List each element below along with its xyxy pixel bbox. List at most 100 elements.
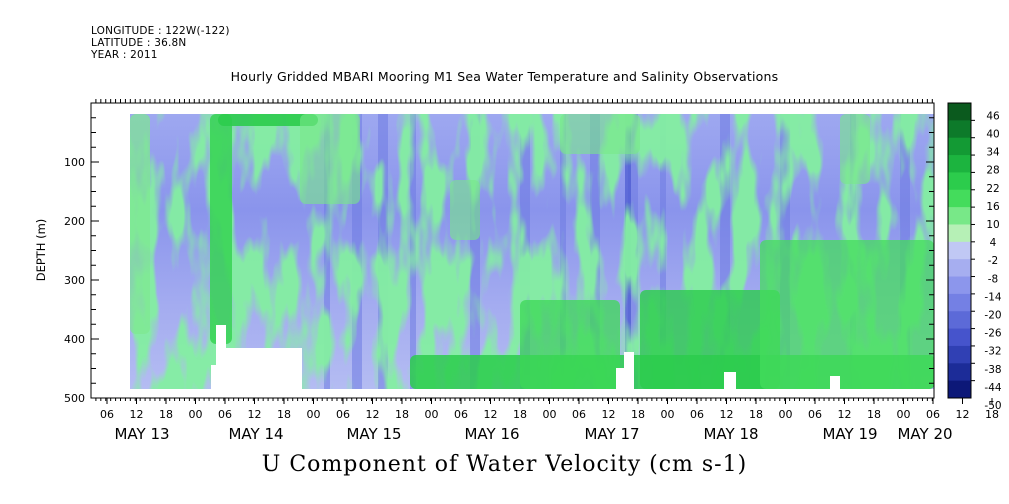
colorbar-label: -50 [984,400,1001,412]
colorbar-label: 22 [986,183,999,195]
heatmap-missing-data [216,325,226,389]
colorbar-swatch [948,189,971,208]
x-hour-tick-label: 18 [513,408,527,421]
colorbar-swatch [948,363,971,382]
x-hour-tick-label: 06 [926,408,940,421]
y-tick-label: 300 [64,274,85,287]
colorbar-swatch [948,155,971,173]
x-hour-tick-label: 06 [100,408,114,421]
x-hour-tick-label: 06 [218,408,232,421]
x-day-label: MAY 20 [897,425,952,443]
heatmap-missing-data [624,352,634,372]
x-hour-tick-label: 00 [897,408,911,421]
colorbar-label: 4 [990,237,997,249]
colorbar-swatch [948,241,971,260]
colorbar-label: -44 [984,382,1001,394]
y-tick-label: 200 [64,215,85,228]
colorbar-swatch [948,103,971,121]
x-hour-tick-label: 06 [336,408,350,421]
heatmap-cells [130,114,934,389]
colorbar-swatch [948,172,971,191]
y-axis-title: DEPTH (m) [34,219,48,282]
colorbar-swatch [948,380,971,399]
x-hour-tick-label: 12 [602,408,616,421]
y-tick-label: 100 [64,156,85,169]
x-day-label: MAY 16 [464,425,519,443]
x-hour-tick-label: 12 [248,408,262,421]
x-hour-tick-label: 00 [661,408,675,421]
x-hour-tick-label: 06 [808,408,822,421]
heatmap-missing-data [724,372,736,389]
colorbar-swatch [948,276,971,295]
colorbar-label: -26 [984,328,1001,340]
x-hour-tick-label: 06 [690,408,704,421]
colorbar-swatch [948,345,971,364]
axes: 06 12 18 00 06 12 18 00 06 12 18 00 06 12 18 00 06 12 18 00… [34,99,999,443]
x-hour-tick-label: 12 [366,408,380,421]
x-day-label: MAY 19 [822,425,877,443]
colorbar-label: -38 [984,364,1001,376]
heatmap-green-region [210,114,232,344]
x-day-label: MAY 13 [114,425,169,443]
heatmap-green-region [840,114,870,184]
colorbar-label: 28 [986,165,999,177]
heatmap-missing-data [616,368,634,389]
x-hour-tick-label: 18 [277,408,291,421]
x-hour-tick-label: 00 [543,408,557,421]
year-label: YEAR : 2011 [91,49,158,61]
heatmap-green-region [130,114,150,334]
colorbar-label: -14 [984,291,1001,303]
heatmap-green-region [218,114,318,126]
heatmap-missing-data [222,348,302,389]
colorbar-swatch [948,328,971,347]
colorbar-label: 16 [986,201,1000,213]
colorbar-label: 40 [986,129,999,141]
x-day-label: MAY 14 [228,425,283,443]
heatmap-green-region [560,114,640,154]
x-hour-tick-label: 18 [749,408,763,421]
colorbar-label: -2 [988,255,998,267]
colorbar-swatch [948,259,971,278]
x-day-label: MAY 18 [703,425,758,443]
x-hour-tick-label: 00 [779,408,793,421]
y-tick-label: 400 [64,333,85,346]
y-tick-label: 500 [64,392,85,405]
x-hour-tick-label: 00 [189,408,203,421]
x-hour-tick-label: 06 [572,408,586,421]
chart-title: Hourly Gridded MBARI Mooring M1 Sea Wate… [230,69,779,84]
heatmap-green-region [760,240,934,389]
x-hour-tick-label: 18 [395,408,409,421]
heatmap-green-region [640,290,780,389]
x-hour-tick-label: 06 [454,408,468,421]
colorbar-swatch [948,137,971,156]
heatmap-missing-data [211,365,223,389]
x-hour-tick-label: 12 [838,408,852,421]
colorbar-label: 46 [986,110,1000,122]
heatmap-green-region [450,180,480,240]
colorbar: 46 40 34 28 22 16 10 4 -2 -8 -14 -20 -26 -32 -38 -44 -50 [947,102,1002,412]
x-hour-tick-label: 00 [425,408,439,421]
heatmap-field [130,114,934,389]
x-hour-tick-label: 18 [867,408,881,421]
colorbar-label: -32 [984,346,1001,358]
x-hour-tick-label: 12 [720,408,734,421]
colorbar-swatch [948,207,971,225]
latitude-label: LATITUDE : 36.8N [91,37,187,49]
heatmap-green-region [520,300,620,389]
colorbar-swatch [948,120,971,139]
x-axis-title: U Component of Water Velocity (cm s-1) [261,452,748,477]
x-hour-tick-label: 12 [956,408,970,421]
x-day-label: MAY 17 [584,425,639,443]
x-hour-tick-label: 18 [631,408,645,421]
colorbar-frame [947,102,972,399]
colorbar-label: 34 [986,147,1000,159]
heatmap-green-region [300,114,360,204]
x-hour-tick-label: 18 [159,408,173,421]
x-hour-tick-label: 12 [484,408,498,421]
x-hour-tick-label: 12 [130,408,144,421]
colorbar-swatch [948,311,971,330]
colorbar-label: -20 [984,310,1001,322]
colorbar-swatch [948,224,971,243]
x-hour-tick-label: 18 [985,408,999,421]
